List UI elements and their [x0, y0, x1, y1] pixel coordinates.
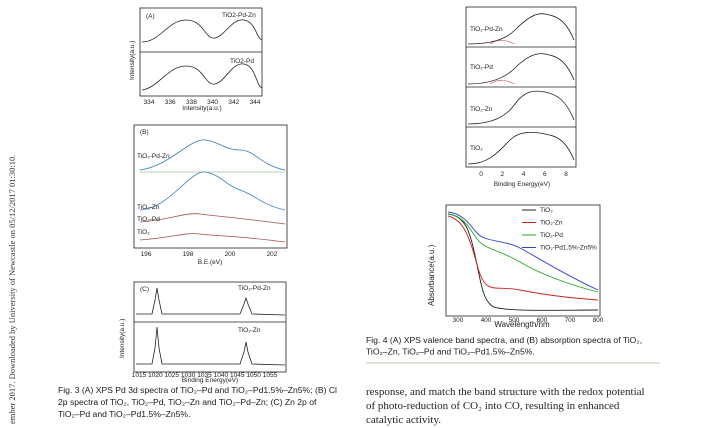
- x-tick-label: 8: [564, 171, 568, 178]
- series-label: TiO₂-Zn: [238, 327, 261, 334]
- series-label: TiO2-Pd-Zn: [222, 12, 256, 19]
- frame: [445, 204, 601, 317]
- x-tick-label: 4: [522, 171, 526, 178]
- x-tick-label: 342: [228, 99, 239, 106]
- x-tick-label: 800: [593, 317, 604, 324]
- x-label: Binding Energy(eV): [182, 377, 238, 384]
- series-label: TiO₂: [137, 229, 150, 236]
- x-tick-label: 1030: [181, 372, 196, 379]
- x-tick-label: 1015: [132, 372, 147, 379]
- spectrum: [141, 63, 263, 91]
- x-tick-label: 344: [250, 99, 261, 106]
- frame: [133, 281, 287, 373]
- x-tick-label: 1025: [165, 372, 180, 379]
- x-tick-label: 500: [509, 317, 520, 324]
- figure3-panel-b: [133, 124, 288, 249]
- x-tick-label: 1055: [263, 372, 278, 379]
- y-label: Absorbance(a.u.): [427, 244, 436, 306]
- series-label: TiO2-Pd: [230, 58, 254, 65]
- spectrum: [139, 213, 286, 225]
- series-label: TiO₂-Pd-Zn: [470, 26, 503, 33]
- legend-label: TiO₂-Pd1.5%-Zn5%: [540, 245, 597, 252]
- legend-label: TiO₂: [540, 207, 553, 214]
- spectrum: [447, 213, 599, 311]
- y-label: Intensity(a.u.): [119, 319, 126, 358]
- body-line: response, and match the band structure w…: [366, 386, 645, 398]
- x-label: Intensity(a.u.): [182, 105, 221, 112]
- spectrum: [467, 53, 575, 85]
- body-line: catalytic activity.: [366, 414, 441, 426]
- frame: [133, 124, 288, 249]
- x-tick-label: 400: [481, 317, 492, 324]
- caption-line: Fig. 4 (A) XPS valence band spectra, and…: [366, 335, 642, 345]
- spectrum: [141, 19, 263, 43]
- x-label: B.E.(eV): [198, 259, 223, 266]
- figure4-panel-a: [465, 6, 577, 168]
- x-tick-label: 1050: [246, 372, 261, 379]
- x-label: Binding Energy(eV): [494, 181, 550, 188]
- spectrum: [139, 171, 286, 211]
- figure3-panel-c: [133, 281, 287, 373]
- series-label: TiO₂-Pd: [137, 216, 160, 223]
- series-label: TiO₂-Zn: [137, 204, 160, 211]
- x-tick-label: 1020: [148, 372, 163, 379]
- x-tick-label: 6: [543, 171, 547, 178]
- x-tick-label: 334: [144, 99, 155, 106]
- figure4-panel-b: [445, 204, 601, 317]
- x-tick-label: 1045: [230, 372, 245, 379]
- y-label: Intensity(a.u.): [129, 41, 136, 80]
- series-label: TiO₂-Pd-Zn: [137, 153, 170, 160]
- body-line: of photo-reduction of CO₂ into CO, resul…: [366, 400, 620, 412]
- x-tick-label: 196: [141, 251, 152, 258]
- legend-label: TiO₂-Pd: [540, 232, 563, 239]
- margin-note: ember 2017. Downloaded by University of …: [7, 155, 17, 424]
- spectrum: [139, 139, 286, 171]
- caption-line: TiO₂–Zn, TiO₂–Pd and TiO₂–Pd1.5%–Zn5%.: [366, 347, 535, 357]
- x-tick-label: 198: [183, 251, 194, 258]
- x-tick-label: 340: [207, 99, 218, 106]
- x-tick-label: 1040: [214, 372, 229, 379]
- spectrum: [139, 233, 286, 243]
- x-tick-label: 600: [537, 317, 548, 324]
- series-label: TiO₂-Pd: [470, 64, 493, 71]
- x-tick-label: 300: [453, 317, 464, 324]
- x-tick-label: 0: [479, 171, 483, 178]
- spectrum: [136, 287, 286, 316]
- fit-curve: [489, 39, 516, 85]
- series-label: TiO₂: [470, 145, 483, 152]
- x-label: Wavelength/nm: [494, 320, 550, 329]
- figure3-panel-a: [139, 7, 263, 97]
- spectrum: [467, 131, 575, 165]
- spectrum: [447, 213, 599, 293]
- x-tick-label: 202: [267, 251, 278, 258]
- caption-line: TiO₂–Pd and TiO₂–Pd1.5%–Zn5%.: [58, 409, 190, 419]
- spectrum: [447, 215, 599, 301]
- x-tick-label: 700: [565, 317, 576, 324]
- panel-label: (C): [140, 286, 149, 293]
- panel-label: (B): [140, 129, 149, 136]
- x-tick-label: 338: [186, 99, 197, 106]
- series-label: TiO₂-Zn: [470, 106, 493, 113]
- legend-label: TiO₂-Zn: [540, 220, 563, 227]
- caption-line: Fig. 3 (A) XPS Pd 3d spectra of TiO₂–Pd …: [58, 385, 337, 395]
- spectrum: [136, 326, 286, 366]
- caption-line: 2p spectra of TiO₂, TiO₂–Pd, TiO₂–Zn and…: [58, 397, 317, 407]
- panel-label: (A): [146, 13, 155, 20]
- x-tick-label: 200: [225, 251, 236, 258]
- spectrum: [467, 13, 575, 45]
- x-tick-label: 1035: [197, 372, 212, 379]
- x-tick-label: 2: [500, 171, 504, 178]
- series-label: TiO₂-Pd-Zn: [238, 285, 271, 292]
- spectrum: [447, 211, 599, 291]
- x-tick-label: 336: [165, 99, 176, 106]
- spectrum: [467, 90, 575, 125]
